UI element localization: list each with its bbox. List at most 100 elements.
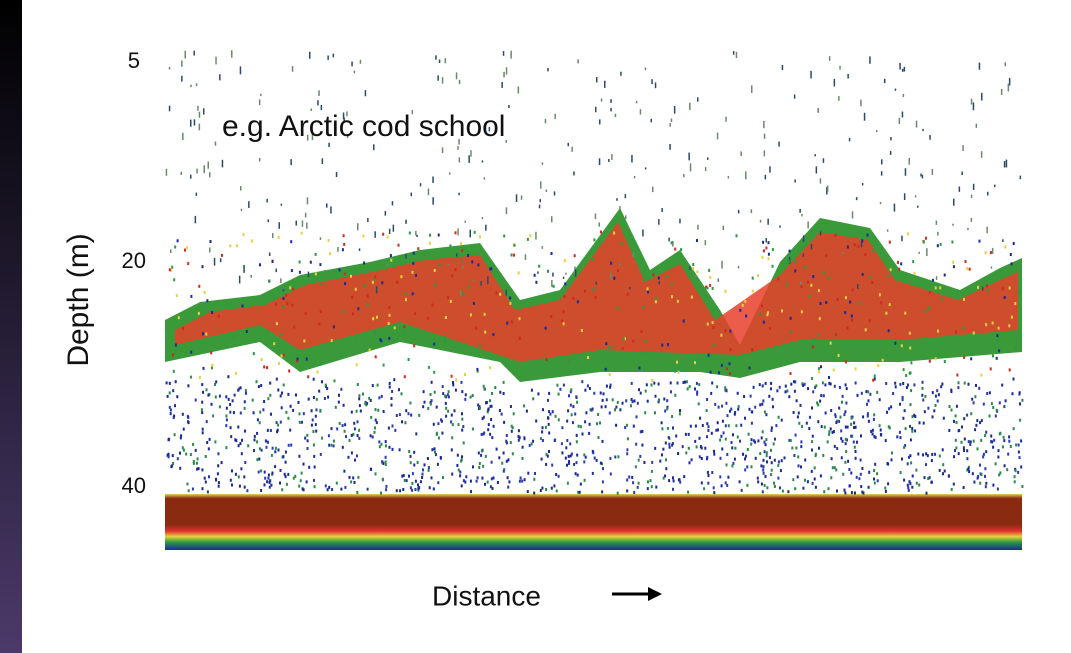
echo-speck (381, 281, 384, 285)
echo-speck (498, 456, 501, 460)
echo-speck (763, 150, 766, 157)
echo-speck (707, 474, 710, 477)
echo-speck (314, 423, 317, 427)
echo-speck (876, 390, 879, 394)
echo-speck (629, 287, 631, 290)
echo-speck (601, 439, 604, 443)
echo-speck (451, 423, 454, 427)
echo-speck (931, 452, 934, 456)
echo-speck (458, 138, 460, 145)
echo-speck (576, 400, 579, 404)
echo-speck (498, 409, 501, 412)
echo-speck (165, 168, 168, 176)
echo-speck (231, 399, 234, 403)
echo-speck (684, 432, 687, 436)
echo-speck (684, 380, 686, 384)
echo-speck (762, 468, 765, 472)
echo-speck (879, 202, 882, 205)
echo-speck (997, 449, 1000, 453)
echo-speck (441, 385, 444, 389)
echo-speck (469, 313, 472, 317)
echo-speck (513, 253, 515, 257)
echo-speck (454, 388, 457, 392)
echo-speck (665, 467, 668, 471)
echo-speck (408, 450, 411, 454)
echo-speck (552, 272, 554, 277)
echo-speck (961, 171, 963, 176)
echo-speck (495, 291, 498, 295)
echo-speck (218, 394, 221, 398)
echo-speck (404, 421, 407, 425)
echo-speck (661, 453, 663, 457)
echo-speck (963, 448, 965, 452)
echo-speck (934, 404, 937, 407)
echo-speck (535, 280, 538, 284)
echo-speck (941, 382, 944, 386)
echo-speck (721, 404, 724, 408)
echo-speck (190, 294, 193, 298)
echo-speck (765, 438, 768, 441)
echo-speck (503, 468, 506, 472)
echo-speck (710, 391, 713, 395)
echo-speck (804, 458, 807, 462)
echo-speck (447, 296, 449, 300)
echo-speck (200, 408, 203, 412)
echo-speck (442, 476, 444, 480)
echo-speck (172, 389, 175, 393)
echo-speck (822, 394, 825, 398)
echo-speck (225, 406, 228, 410)
echo-speck (179, 466, 182, 470)
echo-speck (770, 426, 773, 430)
echo-speck (623, 337, 626, 341)
echo-speck (590, 408, 593, 412)
echo-speck (1012, 427, 1015, 431)
echo-speck (910, 389, 913, 393)
echo-speck (269, 429, 272, 432)
echo-speck (770, 387, 772, 391)
echo-speck (427, 406, 430, 410)
echo-speck (280, 406, 283, 410)
echo-speck (343, 242, 346, 246)
echo-speck (917, 452, 920, 456)
echo-speck (517, 86, 520, 94)
echo-speck (994, 414, 997, 418)
echo-speck (737, 407, 740, 411)
echo-speck (639, 454, 642, 458)
echo-speck (624, 426, 627, 429)
echo-speck (670, 241, 673, 245)
echo-speck (573, 254, 576, 258)
echo-speck (510, 50, 512, 59)
echo-speck (717, 405, 720, 409)
echo-speck (871, 432, 874, 436)
echo-speck (461, 412, 463, 416)
echo-speck (433, 390, 436, 394)
echo-speck (862, 491, 865, 495)
echo-speck (496, 481, 499, 484)
echo-speck (716, 385, 719, 389)
echo-speck (500, 412, 503, 416)
echo-speck (518, 436, 521, 440)
echo-speck (604, 405, 607, 409)
echo-speck (495, 447, 498, 451)
echo-speck (644, 389, 647, 393)
echo-speck (833, 444, 836, 448)
echo-speck (764, 381, 767, 385)
echo-speck (798, 421, 801, 425)
echo-speck (609, 385, 612, 389)
echo-speck (677, 370, 680, 374)
echo-speck (970, 357, 973, 361)
echo-speck (337, 246, 339, 252)
echo-speck (735, 234, 738, 238)
echo-speck (317, 100, 319, 106)
echo-speck (544, 326, 547, 330)
echo-speck (631, 253, 634, 257)
echo-speck (565, 446, 568, 450)
echo-speck (705, 409, 708, 413)
echo-speck (302, 412, 305, 416)
echo-speck (989, 367, 992, 371)
echo-speck (985, 481, 988, 485)
echo-speck (616, 400, 619, 404)
echo-speck (839, 65, 841, 70)
echo-speck (186, 414, 189, 418)
